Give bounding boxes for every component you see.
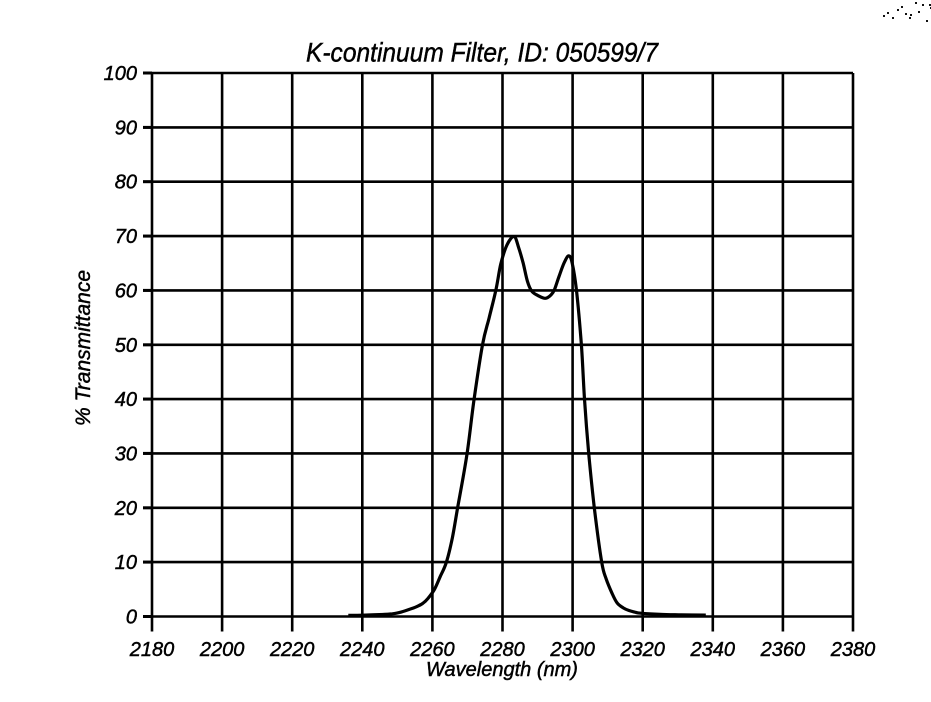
svg-text:2200: 2200	[199, 639, 245, 661]
svg-text:2180: 2180	[129, 639, 175, 661]
svg-text:0: 0	[126, 607, 137, 629]
svg-text:2300: 2300	[549, 639, 595, 661]
svg-text:20: 20	[114, 498, 137, 520]
svg-text:2260: 2260	[409, 639, 455, 661]
svg-text:K-continuum Filter, ID: 050599: K-continuum Filter, ID: 050599/7	[306, 38, 659, 68]
svg-text:50: 50	[115, 335, 137, 357]
svg-text:60: 60	[115, 280, 137, 302]
svg-text:100: 100	[104, 63, 137, 85]
svg-text:Wavelength (nm): Wavelength (nm)	[426, 659, 578, 681]
svg-text:70: 70	[115, 226, 137, 248]
svg-text:2280: 2280	[479, 639, 525, 661]
svg-text:2240: 2240	[339, 639, 385, 661]
svg-text:% Transmittance: % Transmittance	[72, 270, 95, 426]
svg-text:30: 30	[115, 443, 137, 465]
svg-text:2220: 2220	[269, 639, 315, 661]
svg-text:90: 90	[115, 117, 137, 139]
svg-text:10: 10	[115, 552, 137, 574]
svg-text:2360: 2360	[760, 639, 806, 661]
svg-text:2340: 2340	[690, 639, 736, 661]
svg-text:40: 40	[115, 389, 137, 411]
svg-text:2320: 2320	[619, 639, 665, 661]
svg-text:80: 80	[115, 172, 137, 194]
svg-text:2380: 2380	[830, 639, 876, 661]
